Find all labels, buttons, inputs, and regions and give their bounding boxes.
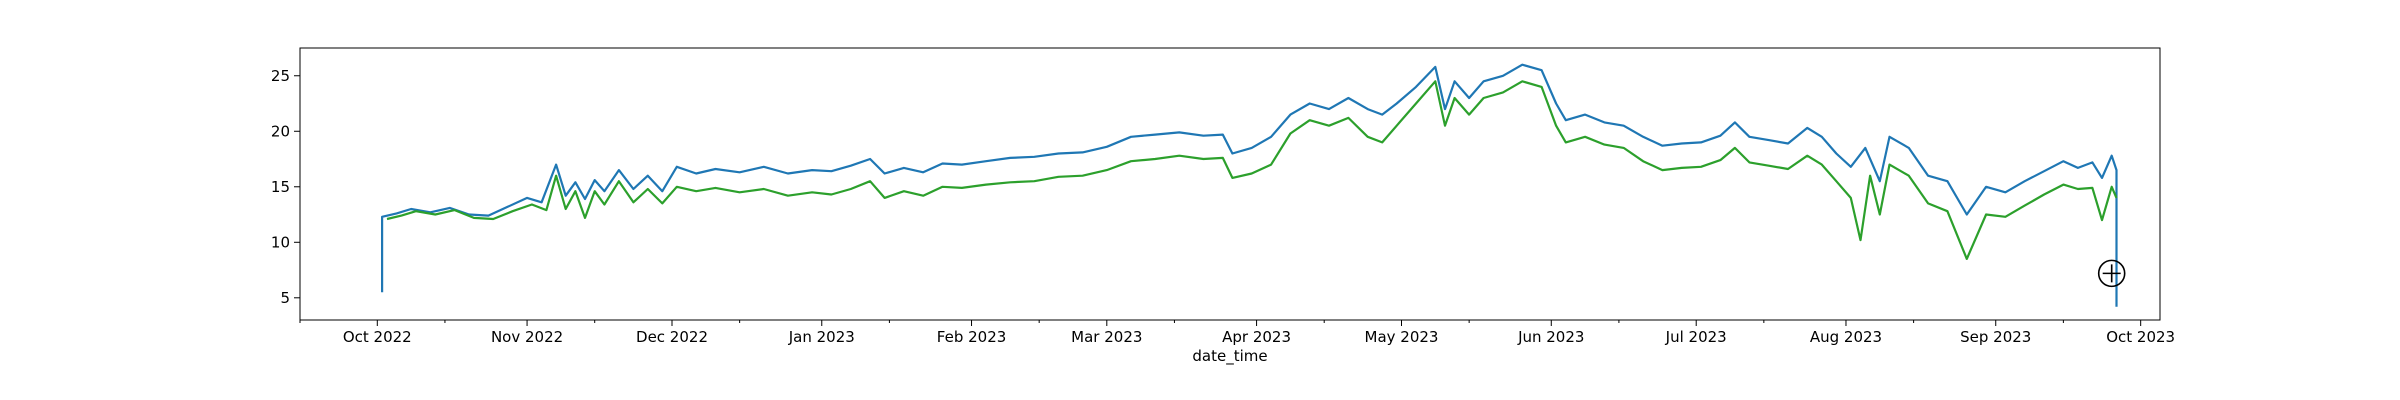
x-tick-label: Nov 2022 [491,328,563,346]
x-tick-label: Mar 2023 [1071,328,1142,346]
y-tick-label: 10 [271,233,290,251]
x-tick-label: Sep 2023 [1960,328,2031,346]
x-tick-label: Jun 2023 [1517,328,1584,346]
x-tick-label: Oct 2022 [343,328,412,346]
x-tick-label: Feb 2023 [937,328,1007,346]
x-tick-label: Jul 2023 [1665,328,1727,346]
plot-frame [299,47,2161,321]
x-axis-label: date_time [1192,347,1267,366]
y-tick-label: 25 [271,67,290,85]
x-tick-label: Oct 2023 [2106,328,2175,346]
series-line-1 [381,63,2118,307]
x-tick-label: Dec 2022 [636,328,708,346]
y-tick-label: 5 [280,289,290,307]
x-tick-label: Aug 2023 [1810,328,1882,346]
y-tick-label: 15 [271,178,290,196]
series-layer [381,63,2118,307]
series-line-2 [386,80,2118,260]
x-tick-label: May 2023 [1365,328,1439,346]
x-tick-label: Jan 2023 [788,328,855,346]
y-axis: 5 10 15 20 25 [271,67,300,307]
x-axis: Oct 2022 Nov 2022 Dec 2022 Jan 2023 Feb 2023… [299,320,2175,346]
x-tick-label: Apr 2023 [1222,328,1291,346]
crosshair-cursor-icon [2097,259,2126,288]
crosshair-ring [2097,259,2126,288]
y-tick-label: 20 [271,122,290,140]
plot-area [300,48,2160,320]
